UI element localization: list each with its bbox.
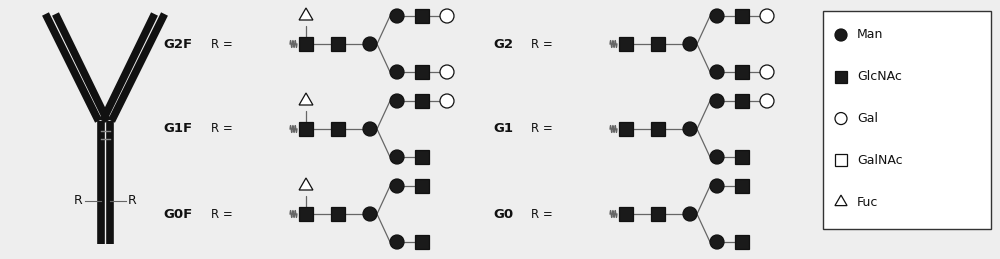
Circle shape (710, 150, 724, 164)
Text: R: R (74, 195, 82, 207)
Bar (415, 179, 429, 193)
Bar (331, 207, 345, 221)
Text: Fuc: Fuc (857, 196, 878, 208)
Bar (619, 207, 633, 221)
Circle shape (710, 94, 724, 108)
Circle shape (390, 235, 404, 249)
Circle shape (683, 122, 697, 136)
Circle shape (390, 9, 404, 23)
Text: R =: R = (211, 207, 233, 220)
Text: G0: G0 (493, 207, 513, 220)
Circle shape (710, 235, 724, 249)
Bar (415, 235, 429, 249)
Bar (735, 65, 749, 79)
Circle shape (390, 179, 404, 193)
Bar (835, 154, 847, 166)
Text: G0F: G0F (164, 207, 193, 220)
Bar (415, 94, 429, 108)
Circle shape (710, 9, 724, 23)
Bar (415, 65, 429, 79)
Text: GalNAc: GalNAc (857, 154, 903, 167)
Text: R =: R = (211, 38, 233, 51)
Circle shape (363, 37, 377, 51)
Circle shape (363, 122, 377, 136)
Circle shape (760, 9, 774, 23)
Text: G2: G2 (493, 38, 513, 51)
Bar (823, 11, 991, 229)
Circle shape (760, 65, 774, 79)
Bar (835, 71, 847, 83)
Text: Man: Man (857, 28, 883, 41)
Bar (299, 37, 313, 51)
Text: G2F: G2F (164, 38, 193, 51)
Bar (619, 122, 633, 136)
Circle shape (390, 65, 404, 79)
Circle shape (835, 29, 847, 41)
Bar (651, 207, 665, 221)
Bar (331, 122, 345, 136)
Text: R: R (128, 195, 136, 207)
Text: G1F: G1F (164, 123, 193, 135)
Bar (415, 150, 429, 164)
Text: R =: R = (211, 123, 233, 135)
Text: G1: G1 (493, 123, 513, 135)
Circle shape (390, 94, 404, 108)
Circle shape (835, 113, 847, 125)
Circle shape (710, 65, 724, 79)
Bar (299, 122, 313, 136)
Text: R =: R = (531, 123, 553, 135)
Circle shape (440, 9, 454, 23)
Bar (735, 94, 749, 108)
Bar (735, 150, 749, 164)
Bar (619, 37, 633, 51)
Circle shape (390, 150, 404, 164)
Circle shape (440, 65, 454, 79)
Bar (331, 37, 345, 51)
Bar (651, 122, 665, 136)
Bar (415, 9, 429, 23)
Bar (735, 9, 749, 23)
Circle shape (440, 94, 454, 108)
Bar (735, 235, 749, 249)
Text: GlcNAc: GlcNAc (857, 70, 902, 83)
Text: R =: R = (531, 207, 553, 220)
Bar (651, 37, 665, 51)
Circle shape (363, 207, 377, 221)
Text: R =: R = (531, 38, 553, 51)
Circle shape (710, 179, 724, 193)
Circle shape (760, 94, 774, 108)
Circle shape (683, 207, 697, 221)
Circle shape (683, 37, 697, 51)
Text: Gal: Gal (857, 112, 878, 125)
Bar (299, 207, 313, 221)
Bar (735, 179, 749, 193)
